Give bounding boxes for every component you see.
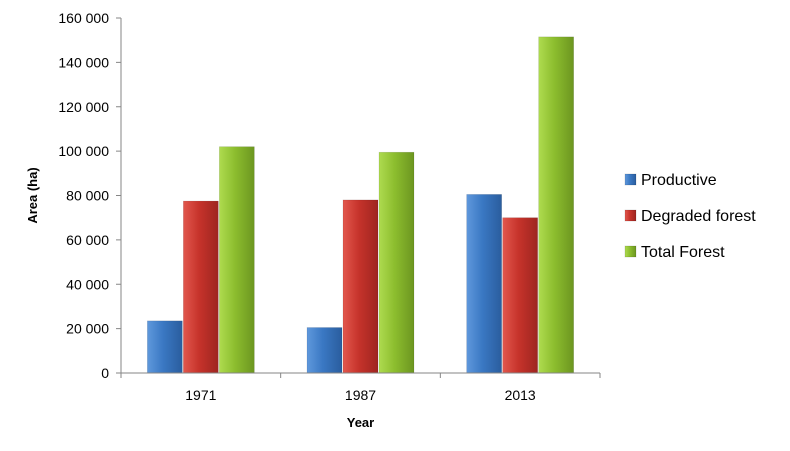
y-axis-ticks: 0 20 000 40 000 60 000 80 000 100 000 120 000 1… [58,10,121,381]
legend: Productive Degraded forest Total Forest [624,172,756,261]
y-tick-label: 100 000 [58,143,109,159]
x-axis-title: Year [347,415,374,430]
y-axis-title: Area (ha) [25,167,40,223]
y-tick-label: 0 [101,365,109,381]
x-axis-ticks: 1971 1987 2013 [120,373,601,403]
y-tick-label: 120 000 [58,99,109,115]
bar-degraded-forest-1987 [342,199,379,374]
bar-total-forest-1971 [219,146,255,374]
bar-total-forest-2013 [538,36,574,374]
legend-label-degraded-forest: Degraded forest [641,208,756,225]
bar-degraded-forest-1971 [183,200,219,374]
bar-total-forest-1987 [378,151,415,374]
y-tick-label: 160 000 [58,10,109,26]
legend-swatch-total-forest [624,245,637,258]
bar-productive-2013 [466,194,502,374]
x-tick-label: 2013 [505,387,536,403]
y-tick-label: 40 000 [66,276,109,292]
legend-swatch-degraded-forest [624,209,637,222]
legend-label-total-forest: Total Forest [641,244,725,261]
axes [120,18,600,374]
bar-productive-1971 [147,320,183,374]
bars-group [147,36,574,374]
x-tick-label: 1971 [185,387,216,403]
legend-swatch-productive [624,173,637,186]
y-tick-label: 140 000 [58,54,109,70]
y-tick-label: 20 000 [66,321,109,337]
x-tick-label: 1987 [345,387,376,403]
bar-productive-1987 [306,327,343,374]
y-tick-label: 60 000 [66,232,109,248]
bar-degraded-forest-2013 [502,217,538,374]
y-tick-label: 80 000 [66,188,109,204]
legend-label-productive: Productive [641,172,717,189]
